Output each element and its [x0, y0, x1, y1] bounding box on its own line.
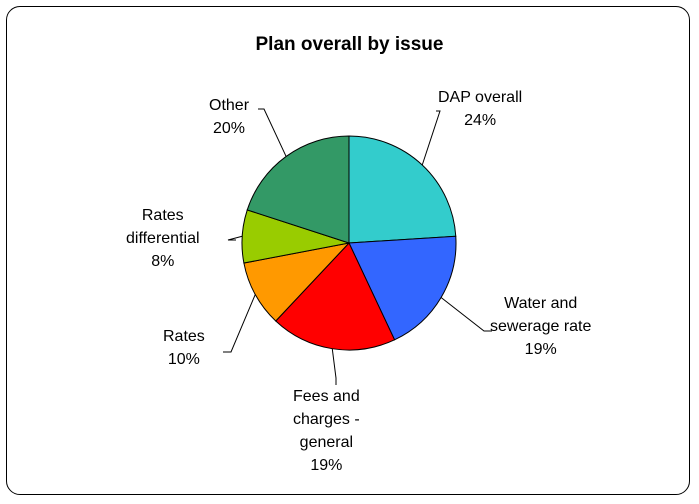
slice-label-line: Rates — [141, 207, 184, 224]
chart-title: Plan overall by issue — [255, 34, 444, 55]
slice-label-line: 24% — [464, 112, 497, 129]
leader-line — [258, 108, 287, 157]
slice-label-line: DAP overall — [438, 89, 523, 106]
slice-label-line: differential — [126, 230, 200, 247]
slice-label-line: Fees and — [293, 388, 360, 405]
slice-label-rates-differential: Rates differential 8% — [126, 204, 200, 273]
slice-label-line: Water and — [504, 295, 578, 312]
leader-line — [440, 297, 492, 332]
slice-label-fees-charges: Fees and charges - general 19% — [293, 385, 360, 477]
leader-line — [421, 110, 441, 166]
slice-label-line: Other — [209, 97, 250, 114]
slice-label-water-sewerage: Water and sewerage rate 19% — [490, 292, 591, 361]
slice-label-other: Other 20% — [209, 94, 249, 140]
slice-label-rates: Rates 10% — [163, 325, 205, 371]
slice-label-line: general — [299, 434, 354, 451]
slice-label-dap-overall: DAP overall 24% — [438, 86, 522, 132]
leader-line — [227, 235, 243, 241]
slice-label-line: 19% — [524, 341, 557, 358]
pie-slice-water-and-sewerage-rate — [348, 235, 457, 341]
leader-line — [223, 294, 256, 353]
leader-line — [331, 348, 337, 385]
slice-label-line: sewerage rate — [490, 318, 592, 335]
slice-label-line: 20% — [212, 120, 246, 137]
slice-label-line: Rates — [163, 328, 205, 345]
slice-label-line: charges - — [293, 411, 360, 428]
pie-slice-dap-overall — [348, 135, 457, 244]
pie-slice-fees-and-charges-general — [275, 242, 396, 351]
slice-label-line: 19% — [310, 457, 343, 474]
slice-label-line: 10% — [167, 351, 200, 368]
slice-label-line: 8% — [151, 253, 175, 270]
